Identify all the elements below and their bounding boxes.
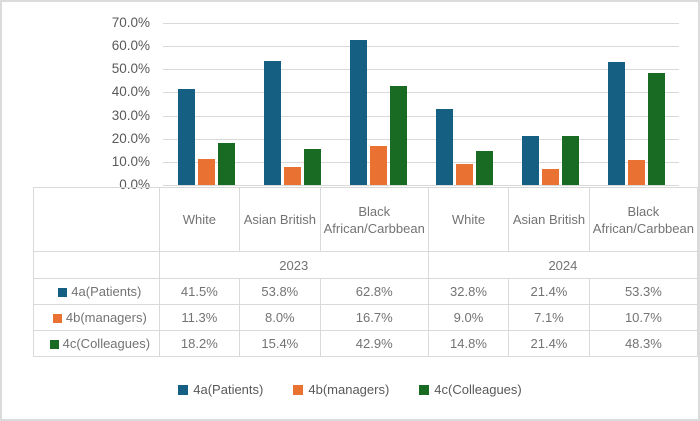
- value-cell: 32.8%: [427, 278, 510, 305]
- value-cell: 15.4%: [238, 330, 321, 357]
- chart-bar-4a(Patients): [521, 135, 539, 185]
- chart-bar-4b(managers): [197, 158, 215, 185]
- legend-item: 4a(Patients): [178, 382, 263, 397]
- chart-bar-4c(Colleagues): [561, 135, 579, 185]
- legend-key-icon: [419, 384, 430, 395]
- value-cell: 42.9%: [319, 330, 429, 357]
- chart-bar-4c(Colleagues): [647, 73, 665, 185]
- gridline: [163, 92, 679, 94]
- chart-bar-4a(Patients): [177, 89, 195, 185]
- chart-bar-4c(Colleagues): [389, 85, 407, 185]
- value-cell: 10.7%: [588, 304, 698, 331]
- chart-bar-4c(Colleagues): [217, 142, 235, 185]
- legend-label: 4c(Colleagues): [434, 382, 522, 397]
- series-color-key-icon: [49, 340, 59, 349]
- table-corner-spacer: [33, 251, 160, 279]
- category-cell: Asian British: [508, 187, 590, 252]
- y-axis-tick-label: 40.0%: [111, 84, 150, 100]
- value-cell: 18.2%: [158, 330, 240, 357]
- legend-label: 4a(Patients): [193, 382, 264, 397]
- value-cell: 11.3%: [158, 304, 240, 331]
- chart-bar-4a(Patients): [435, 109, 453, 185]
- value-cell: 21.4%: [508, 330, 590, 357]
- gridline: [163, 185, 679, 186]
- series-label-cell: 4b(managers): [33, 304, 160, 331]
- gridline: [163, 115, 679, 117]
- series-name-label: 4b(managers): [65, 310, 147, 325]
- y-axis-tick-label: 10.0%: [111, 153, 150, 169]
- category-cell: White: [158, 187, 240, 252]
- value-cell: 62.8%: [319, 278, 429, 305]
- plot-area: [163, 23, 679, 186]
- series-label-cell: 4a(Patients): [33, 278, 160, 305]
- category-cell: Black African/Carbbean: [588, 187, 698, 252]
- chart-bar-4a(Patients): [607, 61, 625, 185]
- chart-bar-4b(managers): [369, 146, 387, 185]
- series-label-cell: 4c(Colleagues): [33, 330, 160, 357]
- value-cell: 16.7%: [319, 304, 429, 331]
- y-axis-tick-label: 50.0%: [111, 61, 150, 77]
- value-cell: 9.0%: [427, 304, 510, 331]
- legend-key-icon: [293, 384, 304, 395]
- chart-bar-4b(managers): [283, 166, 301, 185]
- legend-item: 4b(managers): [293, 382, 389, 397]
- value-cell: 14.8%: [427, 330, 510, 357]
- chart-bar-4a(Patients): [349, 39, 367, 185]
- chart-bar-4b(managers): [627, 160, 645, 185]
- value-cell: 48.3%: [588, 330, 698, 357]
- gridline: [163, 69, 679, 71]
- series-name-label: 4a(Patients): [71, 284, 142, 299]
- value-cell: 7.1%: [508, 304, 590, 331]
- gridline: [163, 23, 679, 24]
- year-group-cell: 2023: [158, 251, 429, 279]
- category-cell: Asian British: [238, 187, 321, 252]
- y-axis-tick-label: 20.0%: [111, 130, 150, 146]
- series-name-label: 4c(Colleagues): [62, 336, 151, 351]
- series-color-key-icon: [58, 288, 68, 297]
- value-cell: 8.0%: [238, 304, 321, 331]
- chart-bar-4b(managers): [455, 164, 473, 185]
- value-cell: 21.4%: [508, 278, 590, 305]
- value-cell: 53.8%: [238, 278, 321, 305]
- category-cell: White: [427, 187, 510, 252]
- y-axis-tick-label: 70.0%: [111, 15, 150, 30]
- chart-bar-4c(Colleagues): [475, 150, 493, 185]
- value-cell: 41.5%: [158, 278, 240, 305]
- table-corner-spacer: [33, 187, 160, 252]
- y-axis-tick-label: 60.0%: [111, 38, 150, 54]
- gridline: [163, 161, 679, 163]
- category-cell: Black African/Carbbean: [319, 187, 429, 252]
- legend-label: 4b(managers): [308, 382, 390, 397]
- year-group-cell: 2024: [427, 251, 698, 279]
- legend-key-icon: [178, 384, 189, 395]
- chart-bar-4b(managers): [541, 168, 559, 185]
- data-table: White Asian British Black African/Carbbean…: [33, 187, 698, 357]
- chart-bar-4a(Patients): [263, 60, 281, 185]
- legend: 4a(Patients) 4b(managers) 4c(Colleagues): [2, 382, 698, 397]
- y-axis-tick-label: 30.0%: [111, 107, 150, 123]
- value-cell: 53.3%: [588, 278, 698, 305]
- legend-item: 4c(Colleagues): [419, 382, 522, 397]
- gridline: [163, 138, 679, 140]
- chart-bar-4c(Colleagues): [303, 149, 321, 185]
- series-color-key-icon: [52, 314, 62, 323]
- gridline: [163, 46, 679, 48]
